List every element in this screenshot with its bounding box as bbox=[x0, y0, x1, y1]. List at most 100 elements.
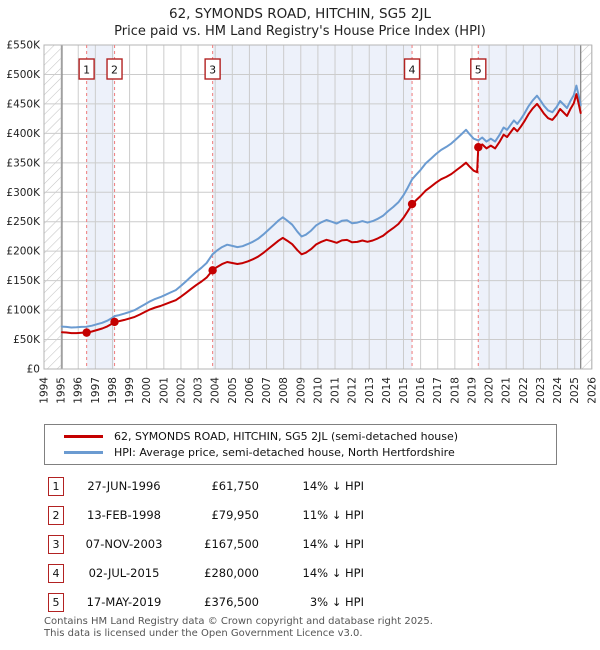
x-axis-tick-label: 2019 bbox=[466, 377, 478, 404]
x-axis-tick-label: 2013 bbox=[364, 377, 376, 404]
no-data-hatch-left bbox=[44, 45, 62, 369]
x-axis-tick-label: 2017 bbox=[432, 377, 444, 404]
x-axis-tick-label: 2021 bbox=[501, 377, 513, 404]
sale-vs-hpi: 14% ↓ HPI bbox=[302, 478, 364, 493]
sale-price: £376,500 bbox=[204, 594, 259, 609]
x-axis-tick-label: 2003 bbox=[193, 377, 205, 404]
sale-price: £79,950 bbox=[211, 507, 259, 522]
sale-number-box bbox=[78, 58, 95, 80]
x-axis-tick-label: 2008 bbox=[278, 377, 290, 404]
x-axis-tick-label: 2000 bbox=[141, 377, 153, 404]
y-axis-tick-label: £200K bbox=[6, 246, 41, 258]
x-axis-tick-label: 2023 bbox=[535, 377, 547, 404]
y-axis-tick-label: £400K bbox=[6, 128, 41, 140]
table-row: 4 02-JUL-2015 £280,000 14% ↓ HPI bbox=[44, 558, 444, 587]
table-row: 3 07-NOV-2003 £167,500 14% ↓ HPI bbox=[44, 529, 444, 558]
sale-point-marker bbox=[474, 143, 483, 152]
sale-number-badge: 1 bbox=[48, 477, 64, 496]
sale-date: 13-FEB-1998 bbox=[87, 507, 161, 522]
sale-number-badge: 2 bbox=[48, 506, 64, 525]
x-axis-tick-label: 1997 bbox=[90, 377, 102, 404]
sale-date: 02-JUL-2015 bbox=[88, 565, 160, 580]
legend-label-hpi: HPI: Average price, semi-detached house,… bbox=[114, 445, 455, 459]
hpi-line-swatch bbox=[64, 450, 103, 454]
y-axis-tick-label: £0 bbox=[27, 364, 40, 376]
sale-vs-hpi: 14% ↓ HPI bbox=[302, 565, 364, 580]
y-axis-tick-label: £500K bbox=[6, 69, 41, 81]
sale-point-marker bbox=[110, 317, 119, 327]
y-axis-tick-label: £250K bbox=[6, 216, 41, 228]
x-axis-tick-label: 2018 bbox=[449, 377, 461, 404]
x-axis-tick-label: 2001 bbox=[158, 377, 170, 404]
y-axis-tick-label: £300K bbox=[6, 187, 41, 199]
sale-point-marker bbox=[208, 266, 217, 275]
property-line-swatch bbox=[64, 434, 103, 438]
x-axis-tick-label: 2025 bbox=[569, 377, 581, 404]
table-row: 1 27-JUN-1996 £61,750 14% ↓ HPI bbox=[44, 471, 444, 500]
sale-price: £61,750 bbox=[211, 478, 259, 493]
x-axis-tick-label: 1994 bbox=[39, 377, 51, 404]
sale-vs-hpi: 14% ↓ HPI bbox=[302, 536, 364, 551]
sale-price: £280,000 bbox=[204, 565, 259, 580]
y-axis-tick-label: £150K bbox=[6, 275, 41, 287]
x-axis-tick-label: 2024 bbox=[552, 377, 564, 404]
x-axis-tick-label: 2015 bbox=[398, 377, 410, 404]
sale-number-box-label: 2 bbox=[111, 64, 118, 77]
license-line-2: This data is licensed under the Open Gov… bbox=[44, 627, 363, 639]
x-axis-tick-label: 2014 bbox=[381, 377, 393, 404]
x-axis-tick-label: 2007 bbox=[261, 377, 273, 404]
license-note: Contains HM Land Registry data © Crown c… bbox=[44, 616, 433, 639]
page-subtitle: Price paid vs. HM Land Registry's House … bbox=[114, 24, 486, 39]
sale-price: £167,500 bbox=[204, 536, 259, 551]
property-price-line bbox=[61, 93, 582, 335]
sale-number-badge: 4 bbox=[48, 564, 64, 583]
table-row: 2 13-FEB-1998 £79,950 11% ↓ HPI bbox=[44, 500, 444, 529]
x-axis-tick-label: 2006 bbox=[244, 377, 256, 404]
page-title: 62, SYMONDS ROAD, HITCHIN, SG5 2JL bbox=[168, 6, 432, 22]
table-row: 5 17-MAY-2019 £376,500 3% ↓ HPI bbox=[44, 587, 444, 616]
legend-label-property: 62, SYMONDS ROAD, HITCHIN, SG5 2JL (semi… bbox=[114, 429, 459, 443]
x-axis-tick-label: 2026 bbox=[586, 377, 598, 404]
x-axis-tick-label: 2002 bbox=[175, 377, 187, 404]
sale-number-box bbox=[204, 58, 221, 80]
x-axis-tick-label: 2011 bbox=[330, 377, 342, 404]
x-axis-tick-label: 2009 bbox=[295, 377, 307, 404]
y-axis-tick-label: £50K bbox=[13, 334, 41, 346]
ownership-period-band bbox=[86, 45, 115, 369]
x-axis-tick-label: 1998 bbox=[107, 377, 119, 404]
sale-date: 27-JUN-1996 bbox=[87, 478, 161, 493]
sales-table: 1 27-JUN-1996 £61,750 14% ↓ HPI 2 13-FEB… bbox=[44, 471, 444, 616]
x-axis-tick-label: 1996 bbox=[73, 377, 85, 404]
ownership-period-band bbox=[478, 45, 581, 369]
sale-vs-hpi: 11% ↓ HPI bbox=[302, 507, 364, 522]
x-axis-tick-label: 2012 bbox=[347, 377, 359, 404]
ownership-period-band bbox=[212, 45, 413, 369]
legend-item-property: 62, SYMONDS ROAD, HITCHIN, SG5 2JL (semi… bbox=[45, 428, 556, 444]
x-axis-tick-label: 2004 bbox=[210, 377, 222, 404]
sale-number-box-label: 1 bbox=[83, 64, 90, 77]
y-axis-tick-label: £100K bbox=[6, 305, 41, 317]
y-axis-tick-label: £450K bbox=[6, 98, 41, 110]
legend-item-hpi: HPI: Average price, semi-detached house,… bbox=[45, 444, 556, 460]
sale-number-box-label: 3 bbox=[209, 64, 216, 77]
sale-date: 17-MAY-2019 bbox=[86, 594, 162, 609]
price-chart: 1 2 3 4 5 £0 £50K £100K £150K £200K £250K £300K £350… bbox=[0, 40, 600, 415]
x-axis-tick-label: 2020 bbox=[484, 377, 496, 404]
sale-vs-hpi: 3% ↓ HPI bbox=[309, 594, 364, 609]
sale-number-badge: 5 bbox=[48, 593, 64, 612]
sale-number-badge: 3 bbox=[48, 535, 64, 554]
y-axis-tick-label: £550K bbox=[6, 40, 41, 52]
license-line-1: Contains HM Land Registry data © Crown c… bbox=[44, 616, 433, 627]
x-axis-tick-label: 2005 bbox=[227, 377, 239, 404]
sale-number-box bbox=[106, 58, 123, 80]
x-axis-tick-label: 1999 bbox=[124, 377, 136, 404]
y-axis-tick-label: £350K bbox=[6, 157, 41, 169]
x-axis-tick-label: 1995 bbox=[56, 377, 68, 404]
price-chart-canvas: 1 2 3 4 5 £0 £50K £100K £150K £200K £250K £300K £350… bbox=[6, 40, 598, 404]
sale-number-box bbox=[470, 58, 487, 80]
sale-number-box-label: 5 bbox=[475, 64, 482, 77]
hpi-line bbox=[61, 84, 582, 329]
x-axis-tick-label: 2010 bbox=[312, 377, 324, 404]
x-axis-tick-label: 2016 bbox=[415, 377, 427, 404]
